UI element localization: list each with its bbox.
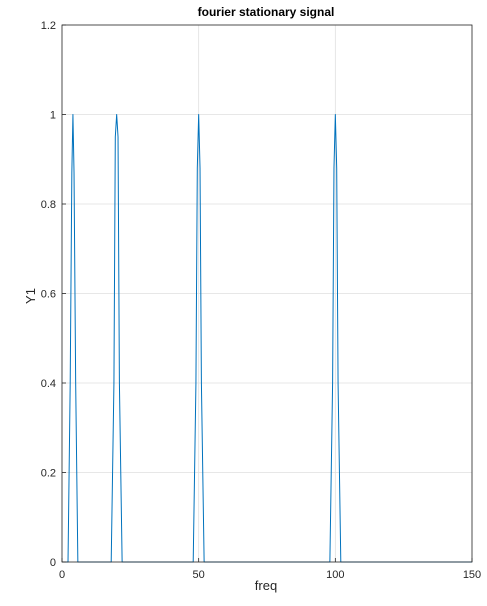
x-tick-label: 0 xyxy=(59,569,65,581)
series-line xyxy=(62,114,472,563)
tick-layer: 0 50 100 150 0 0.2 0.4 0.6 0.8 1 1.2 xyxy=(41,20,481,581)
chart-title: fourier stationary signal xyxy=(198,5,335,19)
y-tick-label: 0.4 xyxy=(41,378,56,390)
x-tick-label: 50 xyxy=(193,569,205,581)
x-tick-label: 150 xyxy=(463,569,481,581)
y-tick-label: 1.2 xyxy=(41,20,56,32)
y-axis-label: Y1 xyxy=(23,288,38,304)
y-tick-label: 0.6 xyxy=(41,289,56,301)
series-layer xyxy=(62,114,472,563)
x-tick-label: 100 xyxy=(326,569,344,581)
grid xyxy=(61,24,473,563)
x-axis-label: freq xyxy=(255,578,277,593)
y-tick-label: 0.8 xyxy=(41,199,56,211)
y-tick-label: 0.2 xyxy=(41,468,56,480)
y-tick-label: 0 xyxy=(50,557,56,569)
y-tick-label: 1 xyxy=(50,110,56,122)
